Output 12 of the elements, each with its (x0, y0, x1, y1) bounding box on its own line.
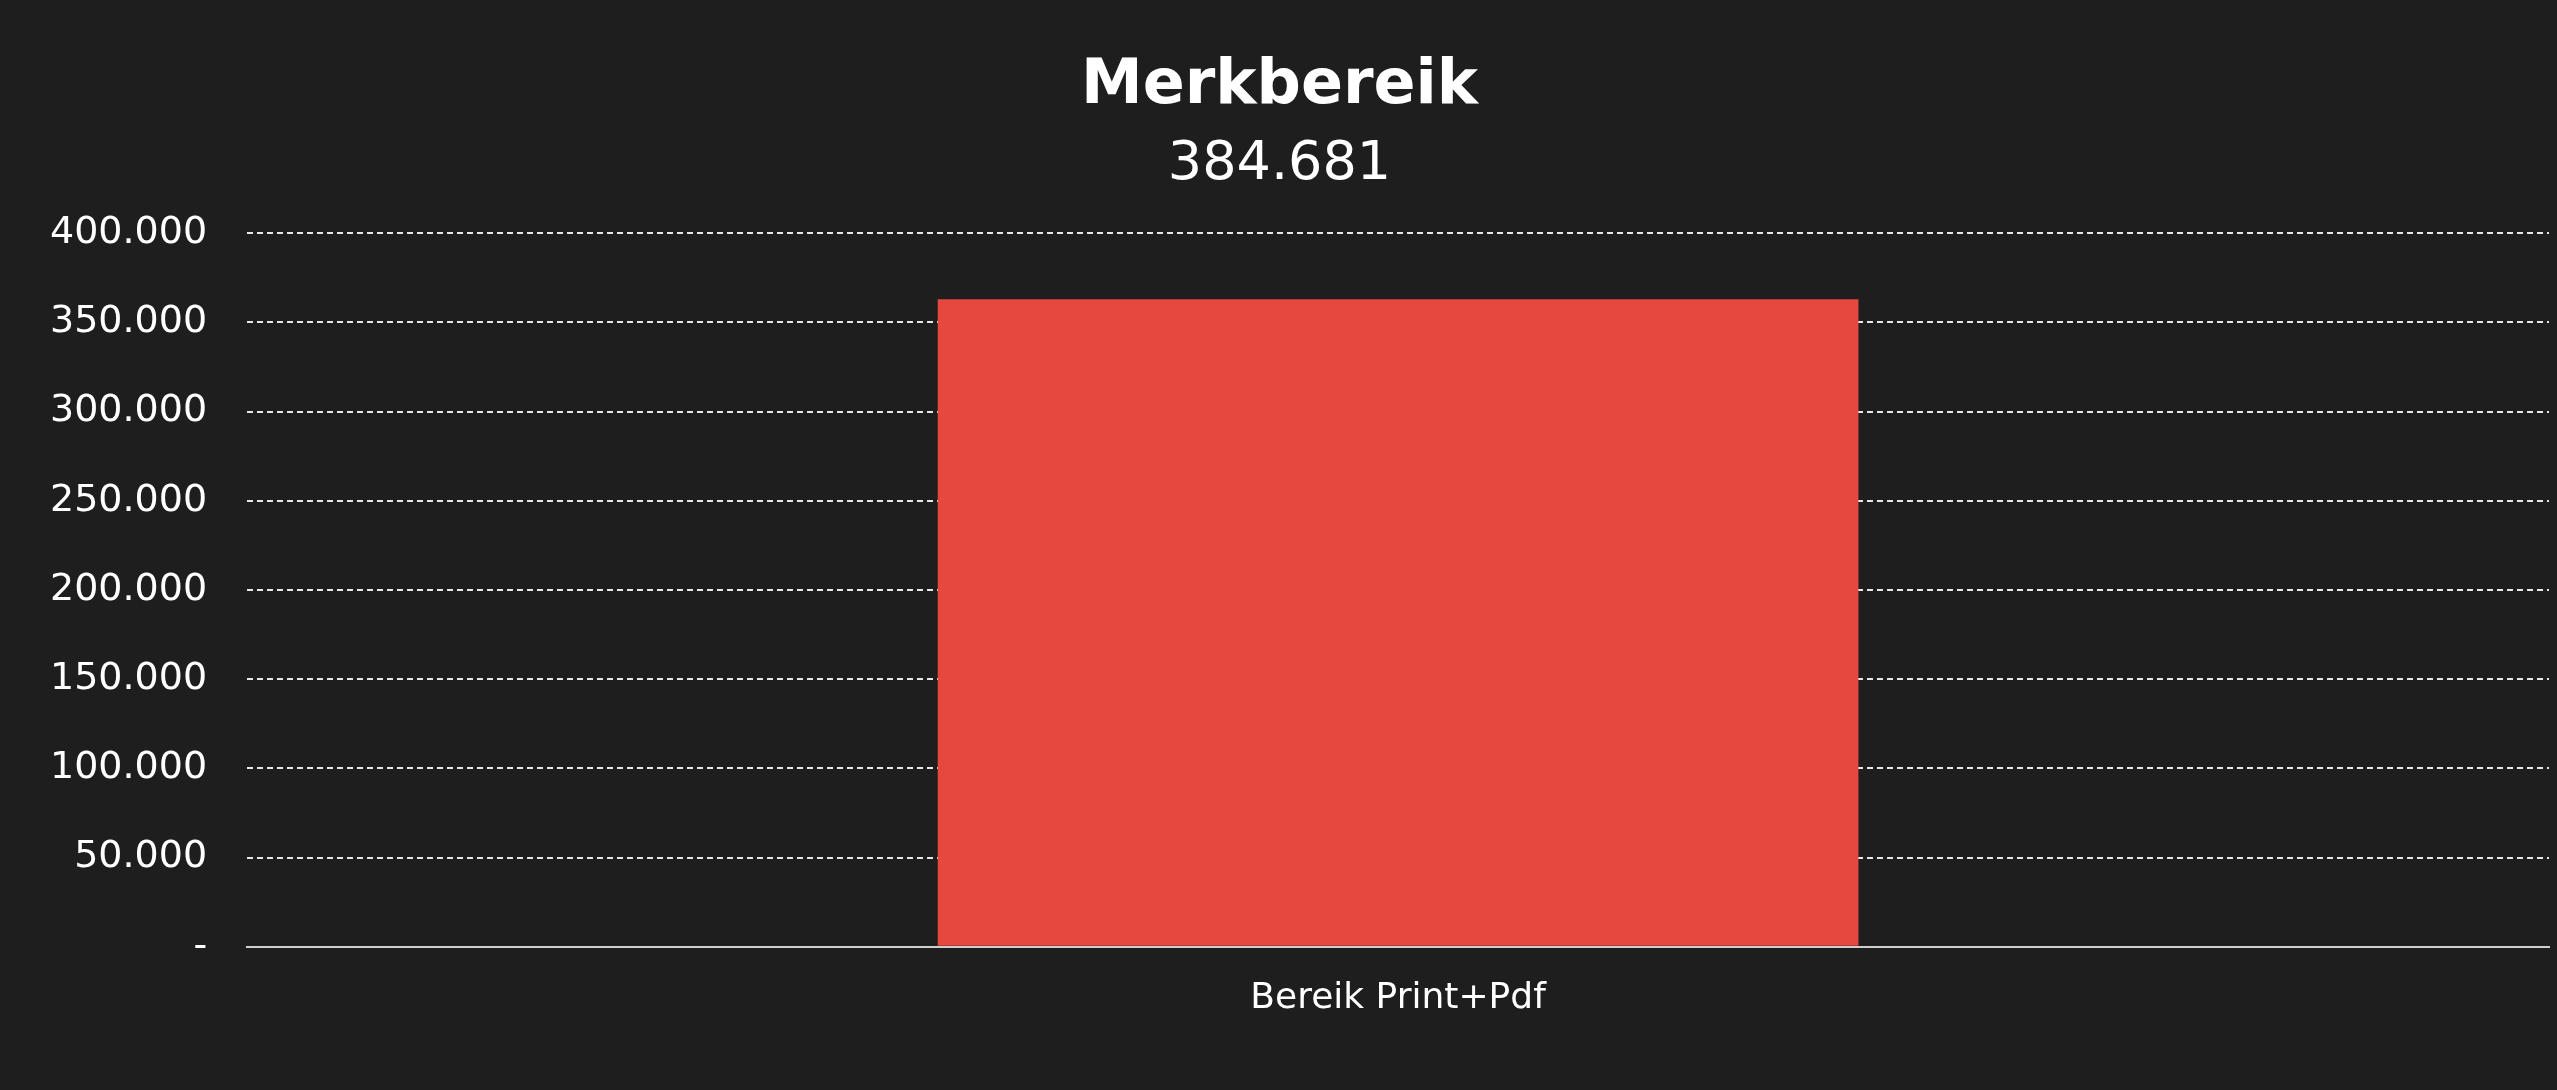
y-tick-label: 250.000 (50, 475, 208, 520)
y-tick-label: 100.000 (50, 743, 208, 788)
y-tick-label: 50.000 (74, 832, 208, 877)
x-tick-label: Bereik Print+Pdf (1250, 974, 1548, 1016)
chart-title: Merkbereik (1080, 45, 1480, 119)
y-tick-label: 300.000 (50, 386, 208, 431)
y-tick-label: 400.000 (50, 208, 208, 253)
y-tick-label: - (193, 921, 208, 966)
chart-subtitle: 384.681 (1167, 128, 1392, 192)
y-tick-label: 150.000 (50, 654, 208, 699)
y-tick-label: 350.000 (50, 297, 208, 342)
y-tick-label: 200.000 (50, 564, 208, 609)
